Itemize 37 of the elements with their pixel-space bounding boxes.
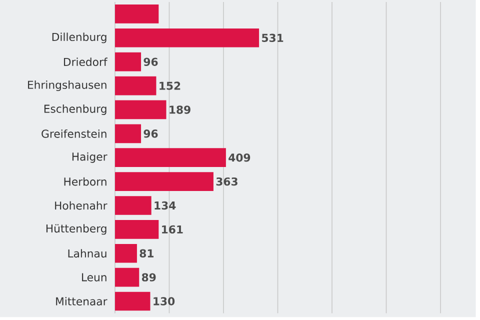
y-tick-label: Ehringshausen — [28, 80, 106, 92]
data-label: 81 — [140, 249, 154, 258]
y-tick-label: Eschenburg — [44, 104, 106, 115]
data-label: 531 — [262, 34, 284, 42]
data-label: 161 — [162, 225, 183, 234]
y-tick-label: Greifenstein — [42, 129, 106, 138]
bar — [114, 28, 260, 48]
y-tick-label: Mittenaar — [56, 297, 108, 306]
bar — [114, 196, 152, 215]
y-tick-label: Herborn — [64, 177, 106, 186]
bar — [114, 124, 142, 144]
data-label: 89 — [142, 273, 156, 282]
bar — [114, 52, 142, 72]
y-tick-label: Lahnau — [68, 249, 106, 258]
bar — [114, 244, 137, 263]
bar — [114, 268, 140, 287]
bar — [114, 148, 226, 168]
data-label: 409 — [228, 154, 250, 162]
y-tick-label: Dillenburg — [52, 32, 106, 44]
data-label: 130 — [154, 297, 175, 306]
bar — [114, 100, 166, 120]
y-tick-label: Leun — [82, 273, 106, 282]
y-tick-label: Haiger — [72, 152, 108, 163]
bar — [114, 220, 159, 239]
y-tick-label: Driedorf — [64, 58, 108, 66]
bar — [114, 292, 150, 311]
data-label: 96 — [144, 130, 158, 138]
bar — [114, 172, 214, 191]
y-tick-label: Hohenahr — [55, 201, 108, 210]
data-label: 189 — [170, 106, 190, 114]
data-label: 363 — [216, 177, 238, 186]
data-label: 152 — [160, 82, 180, 90]
bar — [114, 4, 159, 24]
bar — [114, 76, 156, 96]
y-tick-label: Hüttenberg — [46, 224, 106, 235]
data-label: 96 — [144, 58, 158, 66]
data-label: 134 — [154, 201, 176, 210]
